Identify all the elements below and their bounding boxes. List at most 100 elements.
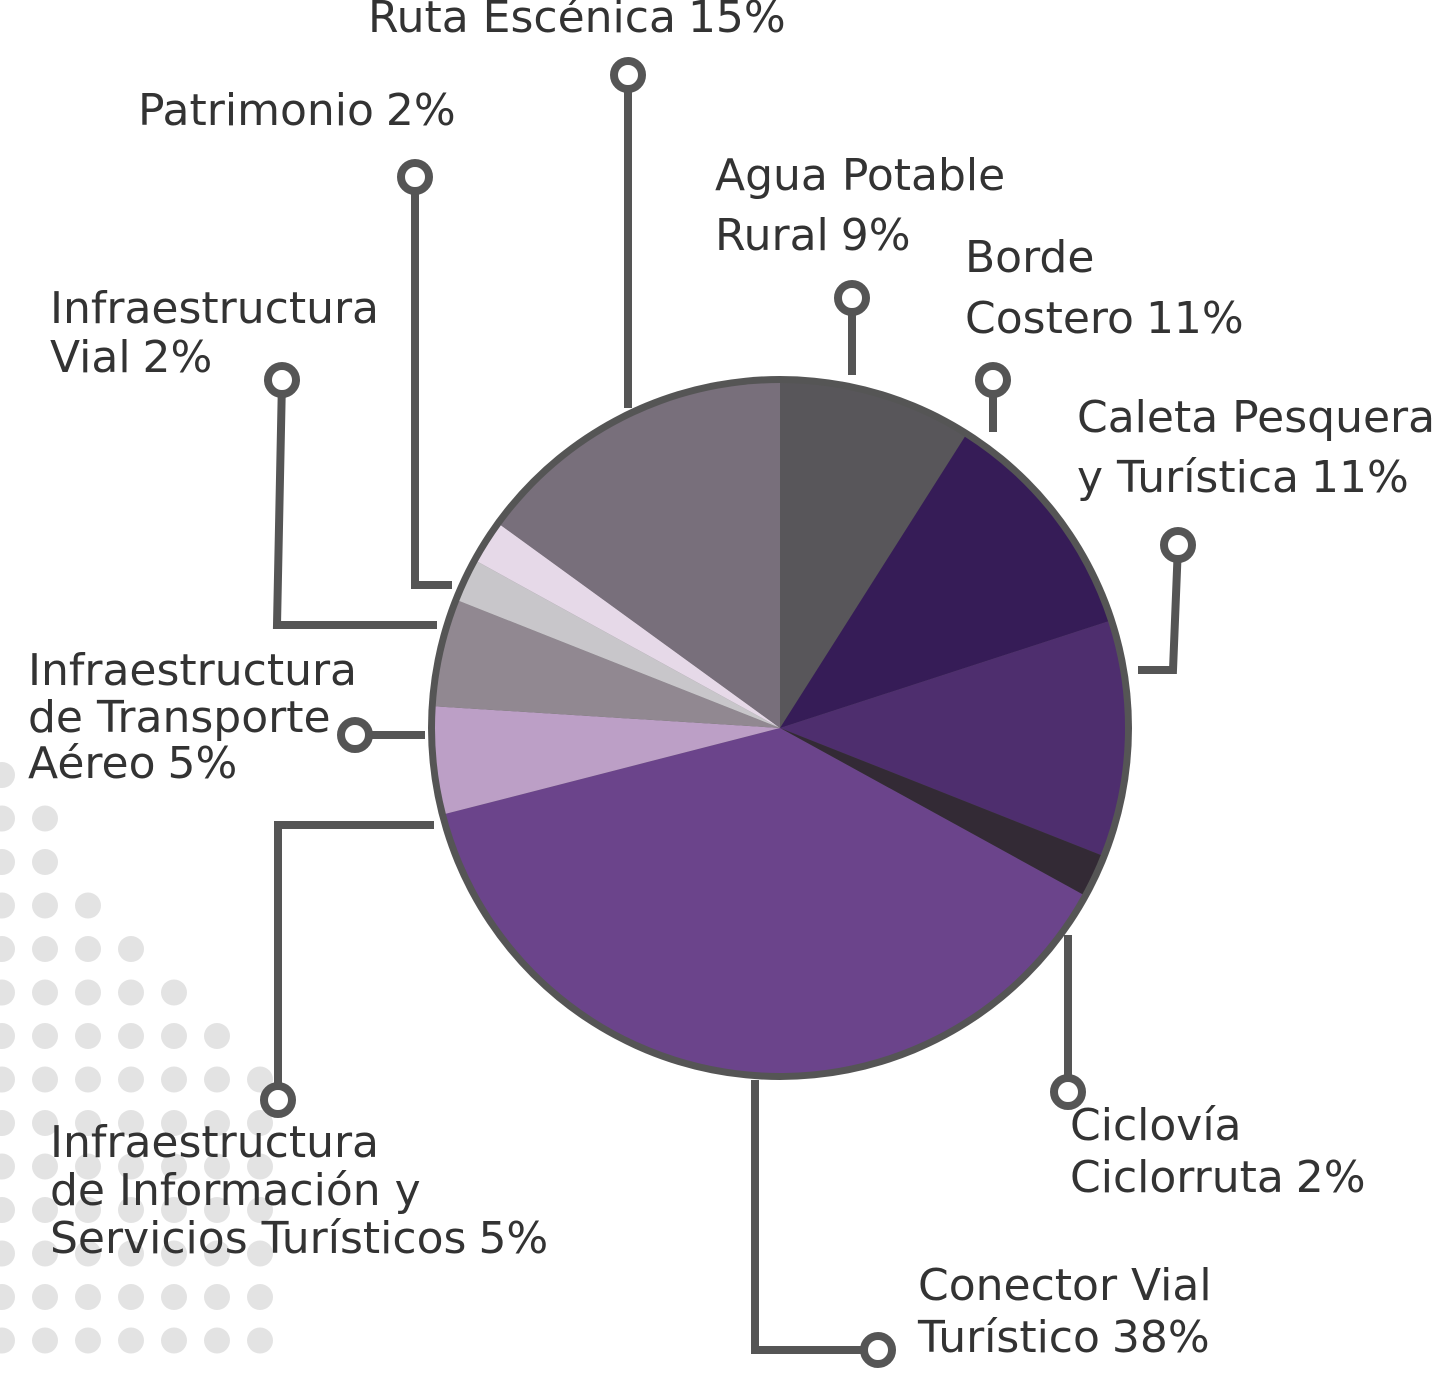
label-line: Conector Vial (918, 1260, 1212, 1311)
bg-dot (161, 1327, 187, 1354)
value-label: 5% (478, 1213, 548, 1264)
value-label: 5% (168, 738, 238, 789)
pie-slice (500, 383, 780, 728)
bg-dot (118, 1153, 144, 1180)
bg-dot (118, 1110, 144, 1136)
bg-dot (75, 979, 101, 1006)
pie-slice (435, 706, 780, 814)
label-line: Rural (715, 210, 829, 261)
bg-dot (247, 1066, 273, 1093)
value-label: 38% (1112, 1312, 1210, 1363)
label-line: de Transporte (28, 692, 331, 743)
bg-dot (161, 1284, 187, 1310)
slice-label: Infraestructura de Transporte Aéreo (28, 645, 357, 789)
bg-dot (75, 1240, 101, 1267)
bg-dot (0, 1110, 15, 1136)
bg-dot (118, 1327, 144, 1354)
bg-dot (0, 805, 15, 832)
bg-dot (0, 892, 15, 919)
bg-dot (204, 1066, 230, 1093)
bg-dot (0, 1023, 15, 1049)
bg-dot (161, 1240, 187, 1267)
bg-dot (0, 1240, 15, 1267)
connector-dot (610, 57, 646, 93)
pie-slice (780, 728, 1101, 895)
label-line: Ruta Escénica (368, 0, 676, 43)
label-line: de Información y (50, 1165, 421, 1216)
bg-dot (75, 1197, 101, 1223)
bg-dot (32, 1066, 58, 1093)
value-label: 15% (688, 0, 786, 43)
bg-dot (204, 1327, 230, 1354)
bg-dot (161, 1066, 187, 1093)
connector-dot (337, 717, 373, 753)
bg-dot (32, 1240, 58, 1267)
bg-dot (32, 936, 58, 962)
bg-dot (0, 1284, 15, 1310)
connector-dot (975, 362, 1011, 398)
value-label: 2% (1296, 1152, 1366, 1203)
bg-dot (0, 762, 15, 788)
label-line: y Turística (1077, 452, 1299, 503)
bg-dot (118, 1023, 144, 1049)
bg-dot (0, 1066, 15, 1093)
value-label: 2% (386, 85, 456, 136)
bg-dot (0, 936, 15, 962)
label-line: Agua Potable (715, 150, 1005, 201)
bg-dot (118, 936, 144, 962)
slice-label: Conector Vial Turístico (917, 1260, 1212, 1363)
bg-dot (32, 1023, 58, 1049)
bg-dot (161, 1197, 187, 1223)
value-label: 11% (1146, 293, 1244, 344)
slice-label: Caleta Pesquera y Turística (1077, 392, 1435, 503)
bg-dot (0, 979, 15, 1006)
bg-dot (204, 1110, 230, 1136)
bg-dot (75, 1153, 101, 1180)
bg-dot (75, 1066, 101, 1093)
bg-dot (247, 1153, 273, 1180)
bg-dot (0, 849, 15, 875)
bg-dot (161, 979, 187, 1006)
bg-dot (75, 936, 101, 962)
slice-label: Infraestructura Vial (50, 283, 379, 383)
bg-dot (32, 1284, 58, 1310)
bg-dot (75, 1023, 101, 1049)
bg-dot (32, 1197, 58, 1223)
slice-label: Agua Potable Rural (715, 150, 1005, 261)
connector-dot (1160, 527, 1196, 563)
pie-slice (435, 600, 780, 728)
bg-dot (247, 1327, 273, 1354)
label-line: Servicios Turísticos (50, 1213, 466, 1264)
label-line: Ciclorruta (1070, 1152, 1284, 1203)
bg-dot (161, 1153, 187, 1180)
pie-slice (459, 561, 780, 728)
bg-dot (204, 1153, 230, 1180)
connector-dot (834, 280, 870, 316)
value-label: 11% (1311, 452, 1409, 503)
bg-dot (32, 979, 58, 1006)
pie-slice (445, 728, 1083, 1074)
connector (1138, 544, 1182, 674)
connector (272, 379, 437, 629)
value-label: 2% (143, 332, 213, 383)
label-line: Costero (965, 293, 1134, 344)
pie-slice (780, 621, 1125, 856)
bg-dot (0, 1153, 15, 1180)
connector-dot (860, 1332, 896, 1368)
slice-label: Patrimonio (138, 85, 374, 136)
connector (274, 821, 434, 1100)
slice-label: Ruta Escénica (368, 0, 676, 43)
connector-dot (260, 1082, 296, 1118)
bg-dot (118, 1240, 144, 1267)
bg-dot (32, 892, 58, 919)
bg-dot (75, 1110, 101, 1136)
label-line: Caleta Pesquera (1077, 392, 1435, 443)
connector-dot (264, 362, 300, 398)
label-line: Patrimonio (138, 85, 374, 136)
bg-dot (32, 849, 58, 875)
bg-dot (75, 1284, 101, 1310)
bg-dot (204, 1023, 230, 1049)
label-line: Infraestructura (50, 1117, 379, 1168)
pie-slice (780, 436, 1109, 728)
